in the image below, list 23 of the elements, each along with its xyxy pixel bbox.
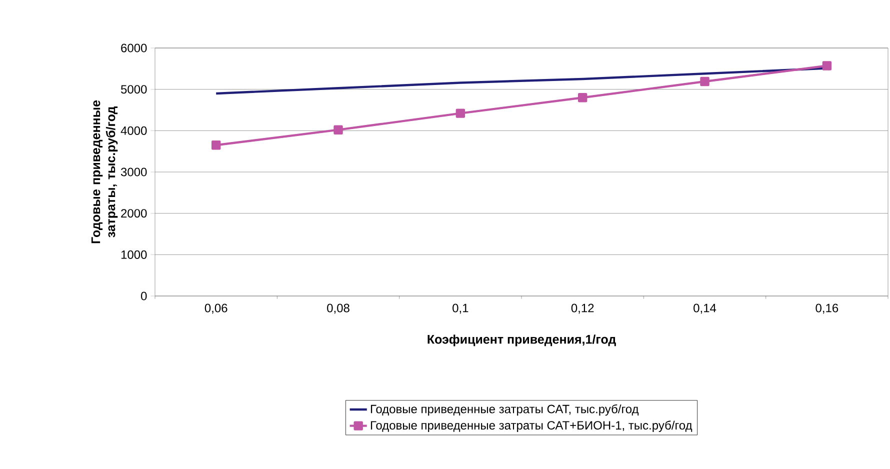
y-tick-label: 0 bbox=[141, 292, 147, 300]
y-axis-title: Годовые приведенные затраты, тыс.руб/год bbox=[91, 100, 118, 244]
point bbox=[578, 93, 588, 102]
y-tick-label: 4000 bbox=[120, 126, 147, 135]
x-tick-label: 0,16 bbox=[816, 304, 838, 314]
x-tick-label: 0,08 bbox=[327, 304, 350, 314]
x-tick-label: 0,1 bbox=[452, 304, 468, 314]
legend-label: Годовые приведенные затраты САТ, тыс.руб/год bbox=[370, 404, 639, 416]
legend-label: Годовые приведенные затраты САТ+БИОН-1, тыс.руб/год bbox=[370, 420, 692, 432]
y-tick-label: 3000 bbox=[120, 168, 147, 176]
x-tick-label: 0,06 bbox=[204, 304, 228, 314]
y-tick-label: 5000 bbox=[120, 85, 147, 94]
x-tick-label: 0,14 bbox=[694, 304, 716, 314]
x-tick-label: 0,12 bbox=[571, 304, 594, 314]
point bbox=[334, 125, 343, 134]
point bbox=[822, 61, 832, 70]
point bbox=[700, 76, 710, 86]
point bbox=[456, 108, 466, 118]
y-tick-label: 2000 bbox=[121, 209, 147, 218]
y-tick-label: 6000 bbox=[121, 44, 147, 52]
y-tick-label: 1000 bbox=[121, 250, 147, 259]
x-axis-title: Коэфициент приведения,1/год bbox=[428, 334, 616, 346]
point bbox=[211, 140, 221, 150]
